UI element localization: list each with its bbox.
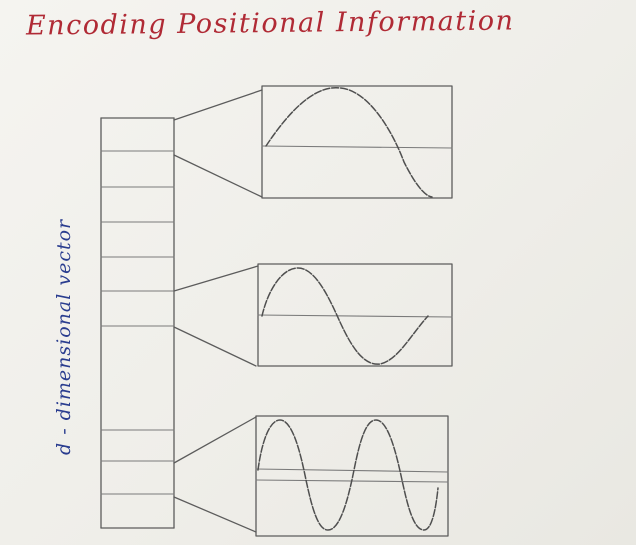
vector-column <box>100 117 175 529</box>
vector-cell-dividers <box>100 150 175 495</box>
wave-panel-1 <box>261 85 453 199</box>
wave-panel-2 <box>257 263 453 367</box>
sine-wave-low <box>265 87 433 198</box>
sine-wave-medium <box>261 267 429 365</box>
sine-wave-high <box>257 419 439 531</box>
projection-lines <box>173 89 263 533</box>
